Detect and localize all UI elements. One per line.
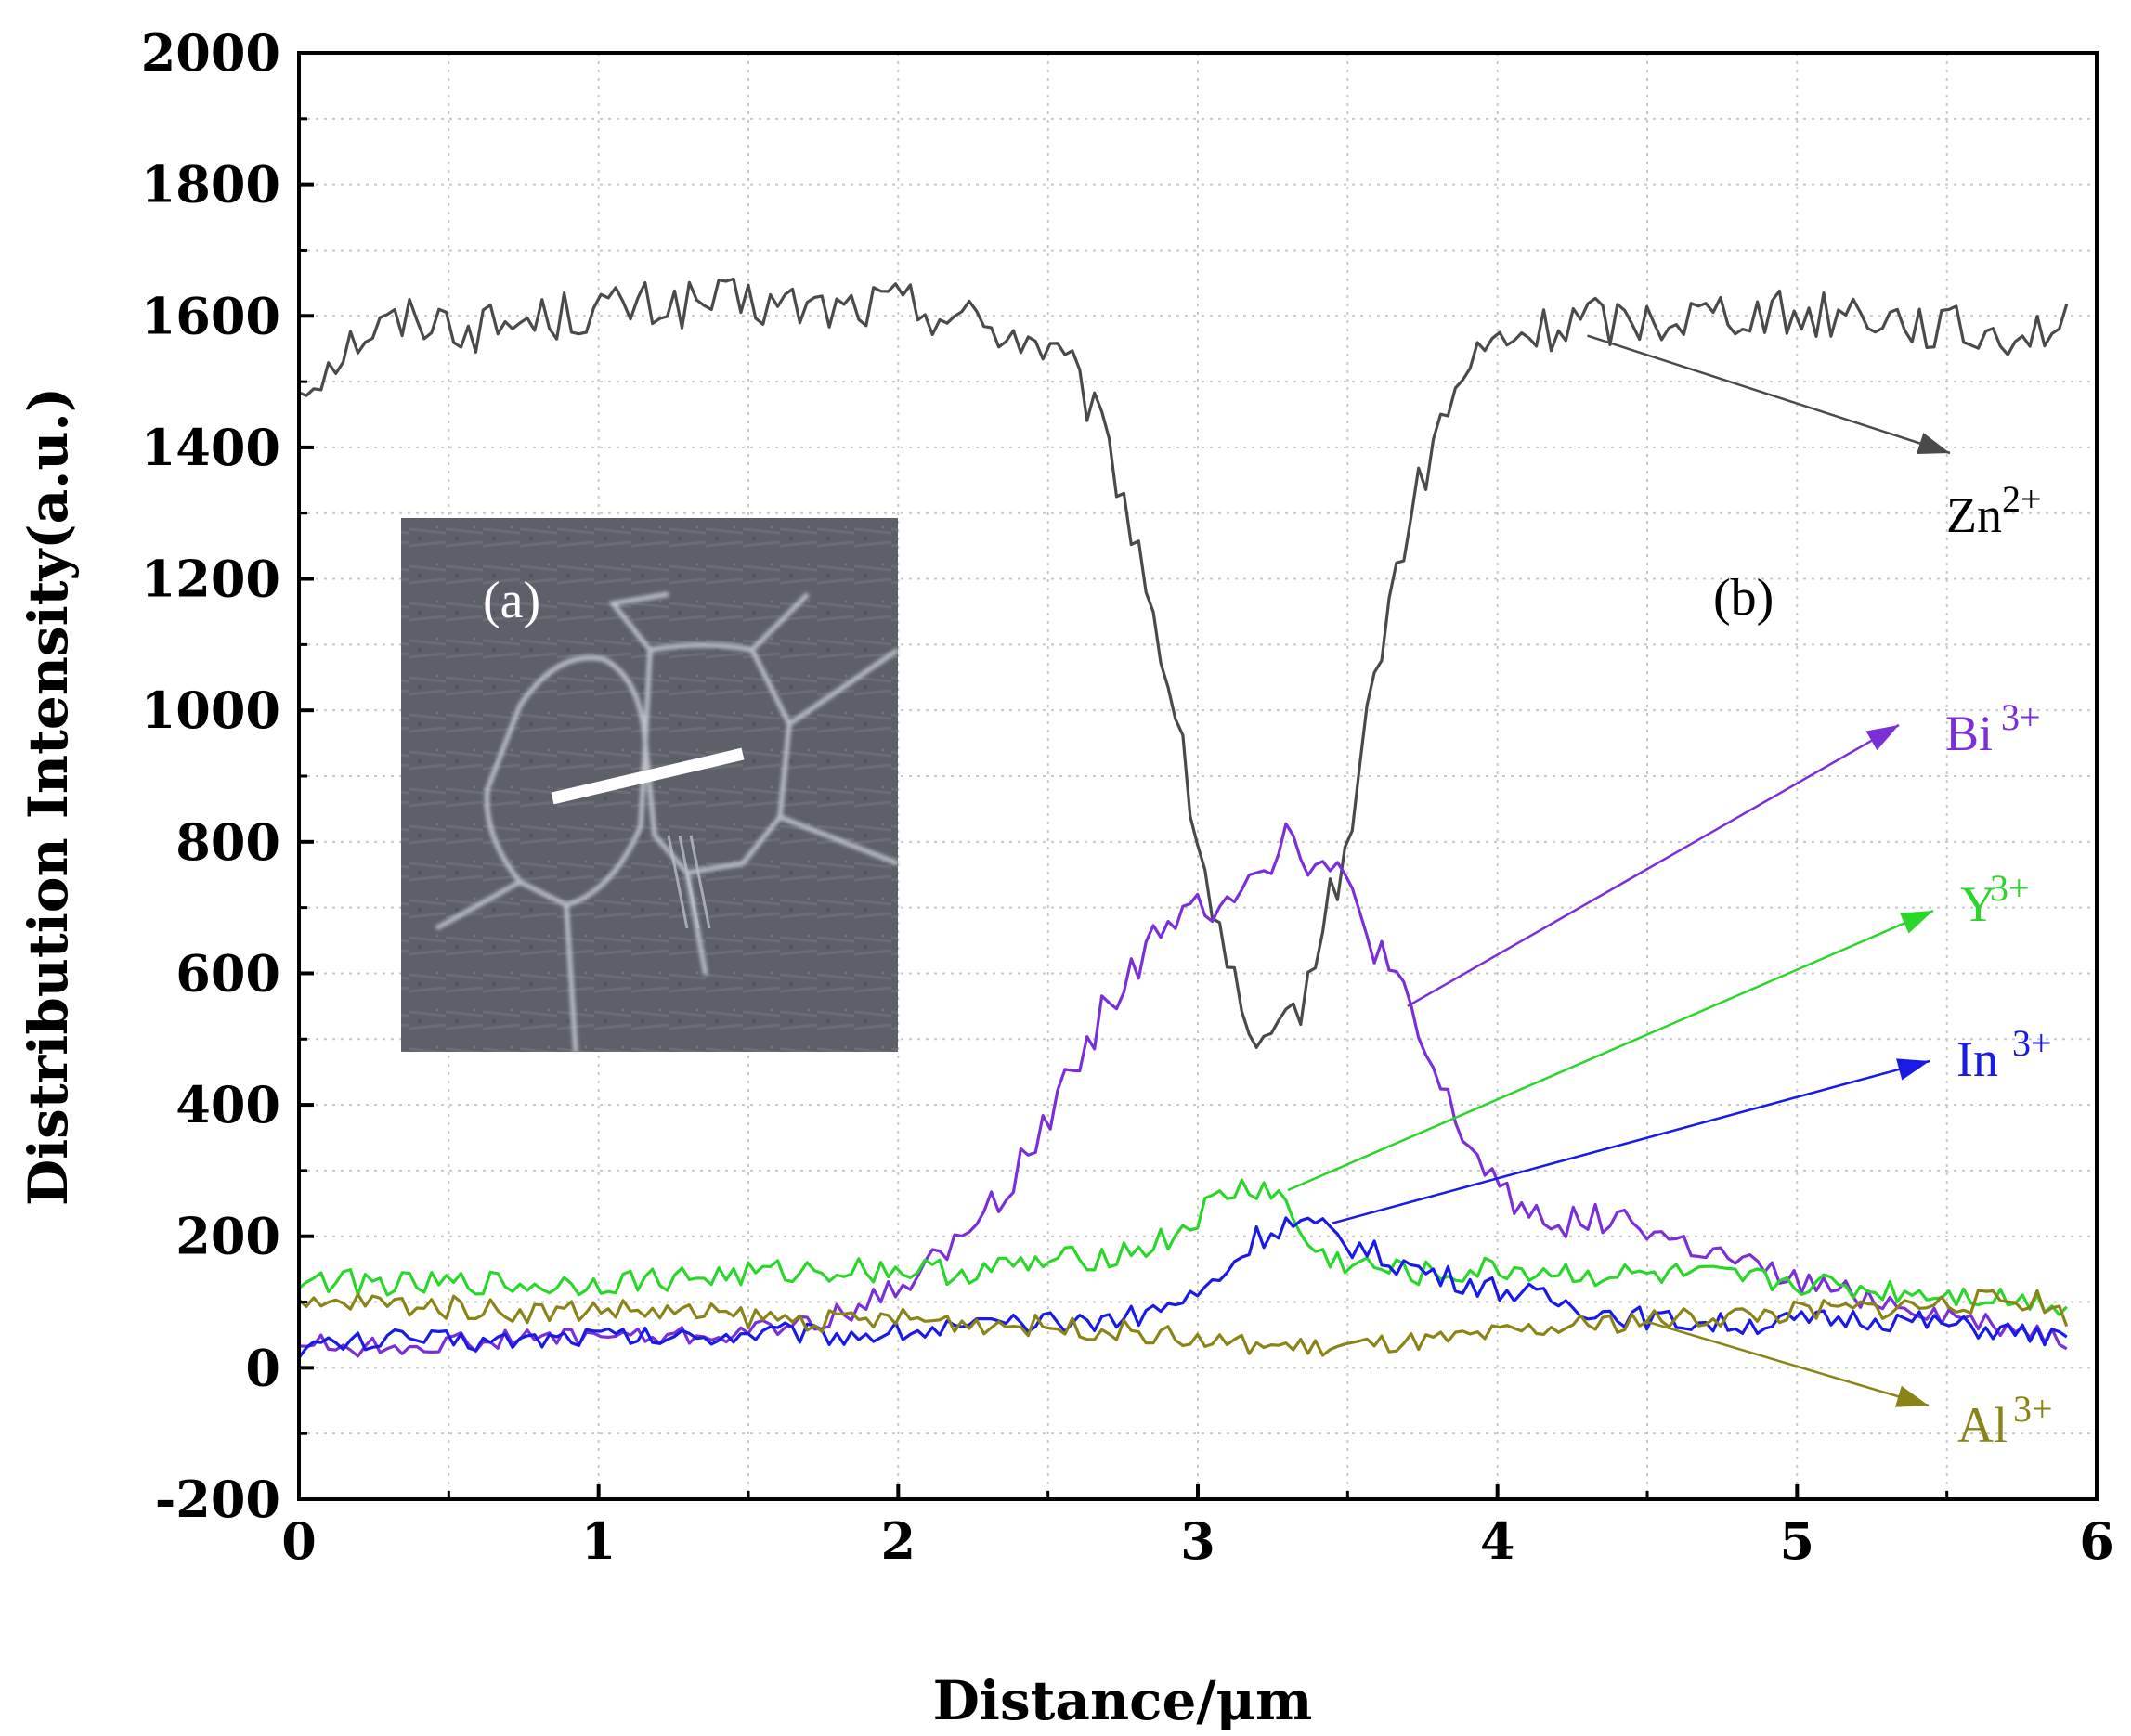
axes: 0 1 2 3 4 5 6-20002004006008001000120014001600… — [141, 23, 2114, 1571]
y-tick-label: 0 — [245, 1338, 280, 1397]
arrowhead-icon — [1900, 911, 1933, 934]
series-lines — [297, 277, 2069, 1359]
y-tick-label: 1600 — [141, 286, 280, 345]
annotation-arrow-y — [1287, 909, 1934, 1192]
series-label-base: Zn — [1946, 487, 2002, 543]
series-label-base: In — [1956, 1031, 1998, 1087]
series-label-sup: 3+ — [1990, 867, 2030, 909]
series-label-base: Y — [1960, 876, 1996, 932]
y-tick-label: 600 — [175, 943, 280, 1003]
series-label-al: Al 3+ — [1957, 1388, 2053, 1453]
y-tick-label: 400 — [175, 1075, 280, 1134]
series-line-al — [297, 1289, 2069, 1357]
x-tick-label: 4 — [1480, 1511, 1515, 1571]
y-tick-label: 2000 — [141, 23, 280, 83]
x-axis-title: Distance/μm — [933, 1669, 1313, 1732]
series-label-sup: 3+ — [2013, 1388, 2053, 1430]
panel-label-a: (a) — [483, 572, 540, 629]
series-label-zn: Zn 2+ — [1946, 478, 2042, 543]
y-tick-label: 800 — [175, 812, 280, 872]
annotation-arrow-in — [1332, 1059, 1930, 1224]
arrowhead-icon — [1865, 725, 1899, 751]
annotation-arrow-al — [1646, 1320, 1930, 1407]
arrowhead-icon — [1916, 433, 1950, 454]
arrowhead-icon — [1896, 1058, 1930, 1081]
annotation-arrow-bi — [1407, 723, 1900, 1007]
sem-inset-image: (a) — [401, 518, 900, 1053]
y-tick-label: 1400 — [141, 418, 280, 477]
y-tick-label: -200 — [155, 1470, 280, 1529]
annotation-arrow-zn — [1587, 334, 1951, 455]
x-tick-label: 2 — [881, 1511, 916, 1571]
arrowhead-icon — [1894, 1385, 1929, 1407]
series-label-y: Y3+ — [1960, 867, 2030, 932]
x-tick-label: 3 — [1180, 1511, 1215, 1571]
x-tick-label: 0 — [281, 1511, 317, 1571]
series-line-bi — [298, 822, 2068, 1358]
series-line-y — [298, 1178, 2068, 1316]
panel-label-b: (b) — [1713, 569, 1774, 627]
series-label-sup: 2+ — [2002, 478, 2042, 520]
series-label-bi: Bi 3+ — [1945, 696, 2041, 761]
y-tick-label: 1800 — [141, 155, 280, 214]
y-tick-label: 1200 — [141, 550, 280, 609]
y-tick-label: 1000 — [141, 680, 280, 740]
series-line-zn — [298, 277, 2069, 1049]
x-tick-label: 5 — [1780, 1511, 1815, 1571]
series-label-sup: 3+ — [2012, 1022, 2052, 1064]
y-axis-title: Distribution Intensity(a.u.) — [17, 387, 80, 1206]
x-tick-label: 6 — [2079, 1511, 2114, 1571]
series-line-in — [297, 1216, 2068, 1359]
y-tick-label: 200 — [175, 1207, 280, 1266]
scan-line-marker — [551, 747, 745, 805]
series-label-base: Bi — [1945, 706, 1993, 761]
series-label-base: Al — [1957, 1397, 2008, 1453]
x-tick-label: 1 — [581, 1511, 617, 1571]
series-annotations: Zn 2+Bi 3+Y3+In 3+Al 3+ — [1287, 334, 2053, 1453]
series-label-sup: 3+ — [2001, 696, 2041, 738]
series-label-in: In 3+ — [1956, 1022, 2052, 1087]
